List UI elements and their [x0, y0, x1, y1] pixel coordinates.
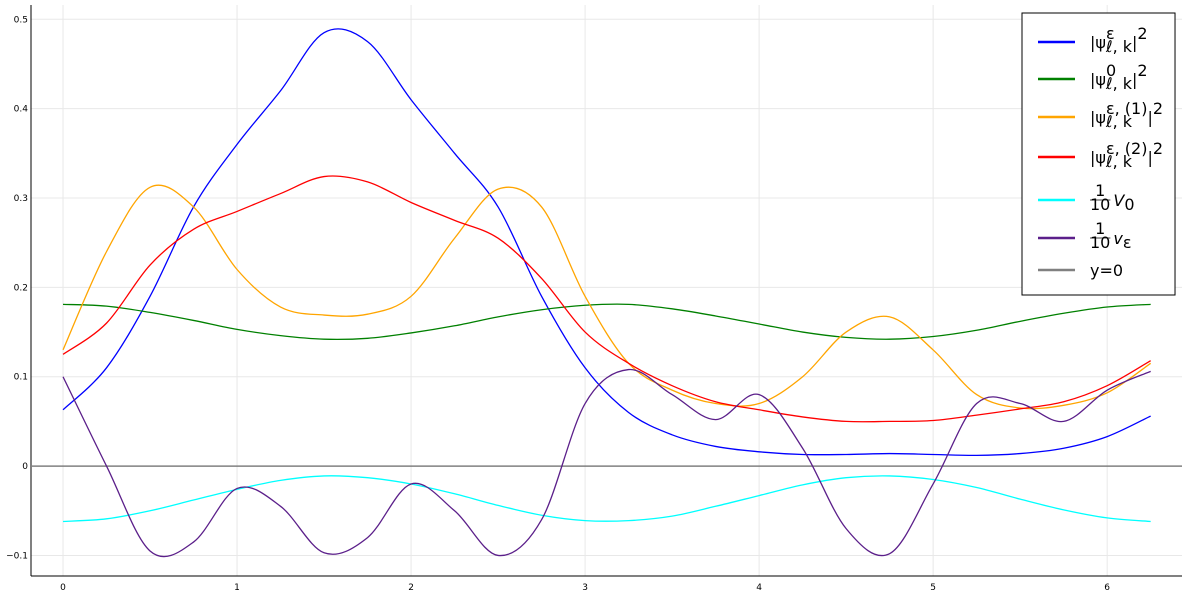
legend-label: V	[1113, 191, 1125, 210]
legend-label: ℓ, k	[1105, 37, 1133, 56]
y-tick-label: 0.1	[14, 373, 28, 383]
legend-label: |	[1147, 148, 1152, 167]
y-tick-label: 0.4	[14, 105, 29, 115]
x-tick-label: 0	[60, 583, 66, 593]
legend-label: 1	[1095, 219, 1105, 238]
legend-label: y=0	[1090, 261, 1123, 280]
y-tick-label: 0.3	[14, 194, 28, 204]
legend-label: 10	[1090, 233, 1110, 252]
y-tick-label: 0.2	[14, 283, 28, 293]
x-tick-label: 5	[930, 583, 936, 593]
legend-label: ε, (1)	[1106, 99, 1147, 118]
line	[62, 175, 1152, 423]
y-tick-label: 0.5	[14, 15, 28, 25]
x-tick-label: 3	[582, 583, 588, 593]
legend-label: ε	[1123, 233, 1132, 252]
legend-label: |ψ	[1090, 108, 1106, 127]
x-tick-label: 2	[408, 583, 414, 593]
line	[62, 303, 1151, 341]
legend: |ψ εℓ, k | 2|ψ 0ℓ, k | 2|ψ ε, (1)ℓ, k | 2|ψ ε, (2)…	[1021, 12, 1176, 296]
y-tick-label: −0.1	[6, 551, 28, 561]
line	[62, 28, 1151, 457]
x-tick-label: 6	[1104, 583, 1110, 593]
legend-label: ε, (2)	[1106, 139, 1147, 158]
legend-box	[1021, 12, 1176, 296]
legend-label: 2	[1153, 139, 1163, 158]
legend-label: 2	[1153, 99, 1163, 118]
legend-label: ε	[1106, 24, 1115, 43]
line	[62, 184, 1152, 410]
legend-label: ℓ, k	[1105, 152, 1133, 171]
legend-label: 2	[1137, 61, 1147, 80]
legend-label: 10	[1090, 195, 1110, 214]
legend-label: ℓ, k	[1105, 74, 1133, 93]
legend-label: 0	[1124, 195, 1134, 214]
line	[62, 475, 1151, 523]
legend-label: 0	[1106, 61, 1116, 80]
legend-label: 2	[1137, 24, 1147, 43]
x-tick-label: 1	[234, 583, 240, 593]
legend-label: |	[1147, 108, 1152, 127]
legend-label: |	[1132, 70, 1137, 89]
legend-label: |	[1132, 33, 1137, 52]
line	[62, 368, 1151, 558]
legend-label: |ψ	[1090, 33, 1106, 52]
legend-label: ℓ, k	[1105, 112, 1133, 131]
x-tick-label: 4	[756, 583, 762, 593]
legend-label: v	[1113, 229, 1123, 248]
y-tick-label: 0	[22, 462, 28, 472]
legend-label: 1	[1095, 181, 1105, 200]
legend-label: |ψ	[1090, 148, 1106, 167]
legend-label: |ψ	[1090, 70, 1106, 89]
